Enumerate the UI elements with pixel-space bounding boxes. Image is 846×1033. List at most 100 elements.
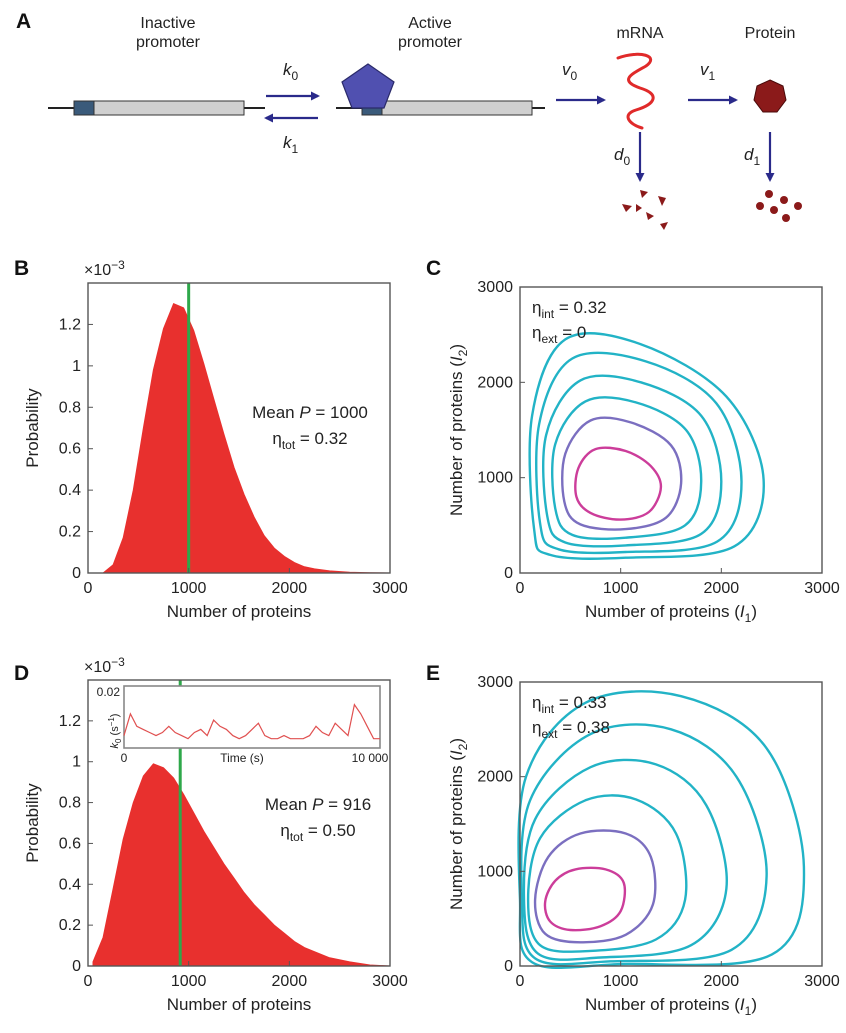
y-tick-label: 3000 (477, 279, 513, 296)
contour-line-2 (533, 829, 657, 944)
x-tick-label: 2000 (272, 580, 308, 597)
panel-axes-frame (519, 681, 823, 967)
y-tick-label: 1.2 (59, 316, 81, 333)
panel-d-histogram: D ×10−3 0 1000 2000 3000 0 0.2 0.4 0.6 0.8 1 1.2 Nu… (14, 655, 408, 1014)
rate-k0: k0 (283, 60, 299, 83)
eta-tot-annotation: ηtot = 0.32 (272, 429, 347, 452)
contour-line-5 (535, 351, 743, 555)
mrna-strand-icon (616, 52, 655, 130)
panel-letter-d: D (14, 662, 29, 685)
panel-d-exponent-label: ×10−3 (84, 655, 125, 676)
inset-frame (123, 685, 381, 749)
contour-line-4 (522, 758, 728, 961)
panel-letter-a: A (16, 10, 31, 33)
active-promoter-label-line2: promoter (398, 34, 463, 51)
y-tick-label: 0 (72, 958, 81, 975)
y-axis-label: Probability (23, 783, 42, 863)
y-tick-label: 0.2 (59, 524, 81, 541)
x-axis-label: Number of proteins (I1) (585, 602, 757, 625)
panel-letter-c: C (426, 257, 441, 280)
inactive-promoter-box (73, 100, 245, 116)
x-tick-label: 0 (84, 580, 93, 597)
protein-fragments-icon (756, 190, 802, 222)
panel-e-contour: E 0 1000 2000 3000 0 1000 2000 3000 Number of pr… (426, 662, 840, 1018)
protein-label: Protein (745, 25, 796, 42)
inset-x-tick-label: 0 (121, 751, 128, 765)
contour-line-3 (526, 794, 688, 953)
rate-k1: k1 (283, 133, 299, 156)
y-tick-label: 0.2 (59, 917, 81, 934)
eta-ext-annotation: ηext = 0.38 (532, 718, 610, 741)
y-axis-label: Number of proteins (I2) (447, 344, 470, 516)
contour-line-2 (561, 416, 683, 531)
x-tick-label: 0 (84, 973, 93, 990)
inset-x-tick-label: 10 000 (352, 751, 389, 765)
x-tick-label: 2000 (272, 973, 308, 990)
x-tick-label: 0 (516, 580, 525, 597)
eta-int-annotation: ηint = 0.32 (532, 298, 607, 321)
active-promoter-box (361, 100, 533, 116)
x-tick-label: 1000 (171, 973, 207, 990)
x-axis-label: Number of proteins (167, 995, 312, 1014)
x-tick-label: 3000 (372, 580, 408, 597)
activator-pentagon-icon (341, 63, 395, 109)
x-tick-label: 3000 (804, 973, 840, 990)
x-tick-label: 2000 (704, 973, 740, 990)
contour-line-6 (528, 332, 765, 560)
protein-heptagon-icon (753, 79, 787, 113)
panel-letter-e: E (426, 662, 440, 685)
y-tick-label: 0.6 (59, 835, 81, 852)
eta-tot-annotation: ηtot = 0.50 (280, 821, 355, 844)
panel-a-schema: A Inactive promoter k0 k1 Active promote… (16, 10, 802, 230)
mrna-label: mRNA (616, 25, 663, 42)
y-tick-label: 2000 (477, 374, 513, 391)
distribution-area (101, 303, 391, 574)
x-tick-label: 1000 (603, 580, 639, 597)
y-tick-label: 1 (72, 358, 81, 375)
x-tick-label: 1000 (603, 973, 639, 990)
active-promoter-label-line1: Active (408, 15, 452, 32)
x-axis-label: Number of proteins (167, 602, 312, 621)
y-tick-label: 0 (504, 958, 513, 975)
eta-int-annotation: ηint = 0.33 (532, 693, 607, 716)
inset-k0-series-line (123, 703, 380, 740)
panel-axes-frame (87, 282, 391, 574)
y-tick-label: 0.4 (59, 482, 81, 499)
x-tick-label: 2000 (704, 580, 740, 597)
contour-line-4 (542, 374, 723, 548)
y-tick-label: 1 (72, 754, 81, 771)
y-tick-label: 0.6 (59, 441, 81, 458)
inset-x-axis-label: Time (s) (220, 751, 264, 765)
y-axis-label: Probability (23, 388, 42, 468)
x-axis-label: Number of proteins (I1) (585, 995, 757, 1018)
rate-v0: v0 (562, 60, 578, 83)
inset-y-axis-label: k0 (s−1) (107, 714, 123, 749)
rate-d0: d0 (614, 145, 630, 168)
x-tick-label: 0 (516, 973, 525, 990)
mean-annotation: Mean P = 1000 (252, 403, 368, 422)
panel-axes-frame (87, 679, 391, 967)
y-tick-label: 2000 (477, 769, 513, 786)
eta-ext-annotation: ηext = 0 (532, 323, 586, 346)
y-tick-label: 0.4 (59, 876, 81, 893)
y-tick-label: 0 (72, 565, 81, 582)
panel-b-exponent-label: ×10−3 (84, 258, 125, 279)
y-tick-label: 3000 (477, 674, 513, 691)
panel-axes-frame (519, 286, 823, 574)
y-tick-label: 0.8 (59, 795, 81, 812)
y-tick-label: 0.8 (59, 399, 81, 416)
mean-annotation: Mean P = 916 (265, 795, 371, 814)
rate-v1: v1 (700, 60, 716, 83)
y-axis-label: Number of proteins (I2) (447, 738, 470, 910)
y-tick-label: 1.2 (59, 713, 81, 730)
contour-line-3 (551, 396, 703, 541)
inactive-promoter-site (73, 100, 95, 116)
contour-line-1 (574, 446, 663, 521)
x-tick-label: 3000 (372, 973, 408, 990)
x-tick-label: 1000 (171, 580, 207, 597)
y-tick-label: 1000 (477, 863, 513, 880)
panel-b-histogram: B ×10−3 0 1000 2000 3000 0 0.2 0.4 0.6 0.8 1 1.2 Nu… (14, 257, 408, 621)
x-tick-label: 3000 (804, 580, 840, 597)
